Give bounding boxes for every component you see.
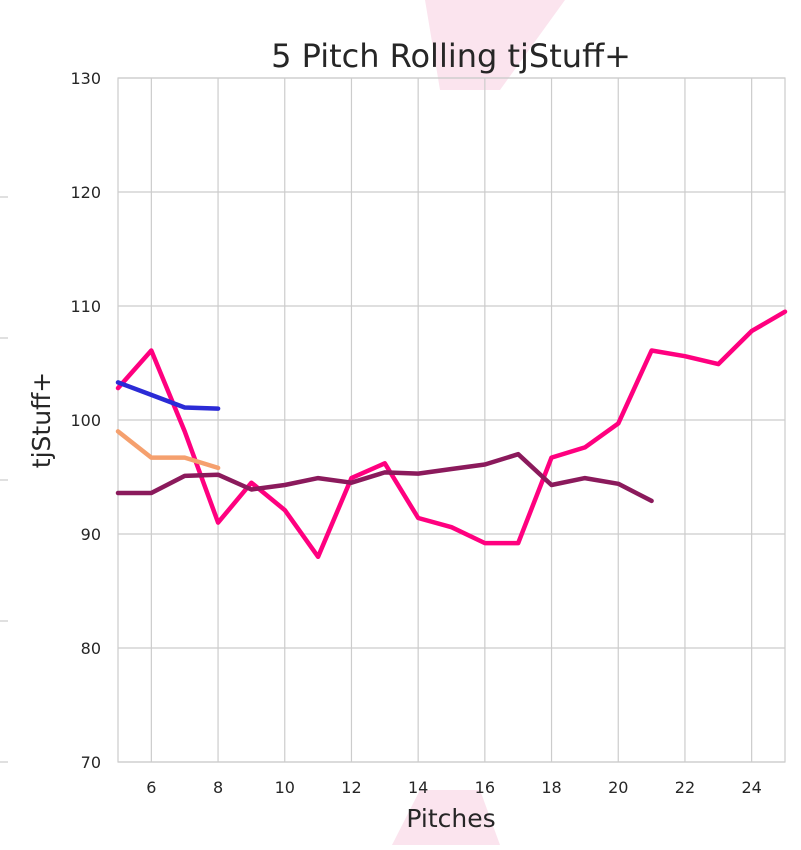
x-tick-label: 14 bbox=[408, 778, 428, 797]
series-line-1 bbox=[115, 309, 788, 560]
series-lines bbox=[115, 309, 788, 560]
plot-area-frame bbox=[117, 77, 786, 763]
y-tick-label: 130 bbox=[70, 69, 101, 88]
y-tick-label: 110 bbox=[70, 297, 101, 316]
chart-title: 5 Pitch Rolling tjStuff+ bbox=[271, 37, 631, 75]
series-line-2 bbox=[115, 380, 221, 411]
x-tick-label: 24 bbox=[741, 778, 761, 797]
x-tick-label: 12 bbox=[341, 778, 361, 797]
x-tick-label: 10 bbox=[275, 778, 295, 797]
y-axis-label: tjStuff+ bbox=[27, 372, 56, 468]
grid-lines bbox=[118, 77, 785, 763]
background-decoration bbox=[0, 0, 565, 845]
x-tick-label: 8 bbox=[213, 778, 223, 797]
x-tick-label: 20 bbox=[608, 778, 628, 797]
watermark-shape-top bbox=[425, 0, 565, 90]
series-line-3 bbox=[115, 429, 221, 471]
watermark-shape-bottom bbox=[392, 790, 500, 845]
x-tick-label: 18 bbox=[541, 778, 561, 797]
series-line-4 bbox=[115, 451, 654, 504]
y-tick-label: 70 bbox=[81, 753, 101, 772]
x-tick-label: 16 bbox=[475, 778, 495, 797]
y-tick-label: 90 bbox=[81, 525, 101, 544]
x-tick-labels: 6 8 10 12 14 16 18 20 22 24 bbox=[146, 778, 762, 797]
y-tick-label: 80 bbox=[81, 639, 101, 658]
x-tick-label: 22 bbox=[675, 778, 695, 797]
x-tick-label: 6 bbox=[146, 778, 156, 797]
x-axis-label: Pitches bbox=[406, 804, 495, 833]
y-tick-labels: 70 80 90 100 110 120 130 bbox=[70, 69, 101, 772]
y-tick-label: 100 bbox=[70, 411, 101, 430]
y-tick-label: 120 bbox=[70, 183, 101, 202]
